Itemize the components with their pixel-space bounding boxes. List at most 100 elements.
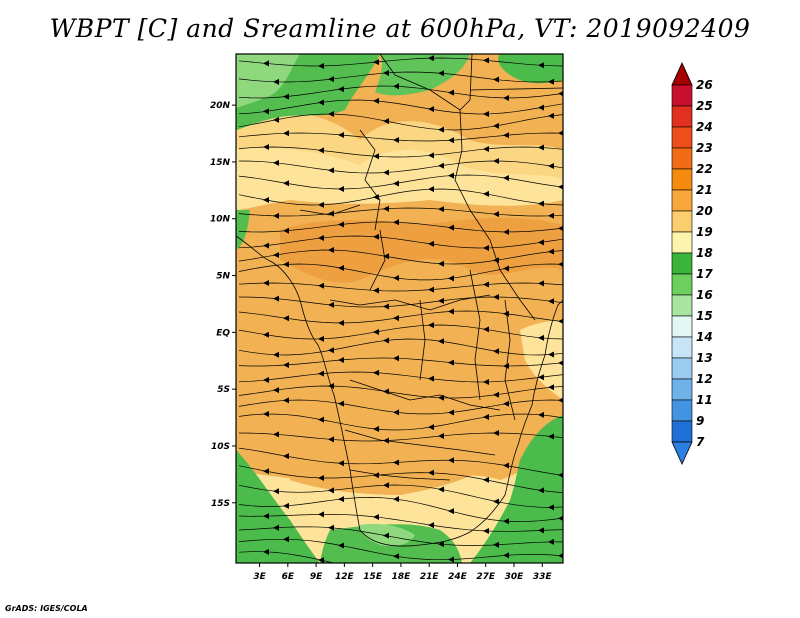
colorbar-swatch xyxy=(671,357,693,380)
streamline xyxy=(238,538,563,561)
streamline-arrow xyxy=(438,162,444,169)
streamline xyxy=(238,249,563,265)
streamline-arrow xyxy=(283,227,289,234)
streamline-arrow xyxy=(558,472,563,478)
streamline-arrow xyxy=(448,409,454,416)
streamline xyxy=(238,371,563,383)
streamline xyxy=(238,207,563,217)
streamline xyxy=(238,282,563,292)
streamline-arrow xyxy=(428,186,434,193)
field-green-northeast xyxy=(498,54,563,84)
streamline-arrow xyxy=(483,476,489,483)
streamline-arrow xyxy=(503,310,509,317)
streamline-arrow xyxy=(373,369,379,376)
colorbar-label: 22 xyxy=(696,162,713,176)
streamline-arrow xyxy=(548,538,554,545)
streamline-arrow xyxy=(393,459,399,466)
lon-tick-label: 18E xyxy=(392,572,412,582)
streamline-arrow xyxy=(483,57,489,64)
lat-tick-label: 15S xyxy=(211,499,230,509)
colorbar-bottom-arrow xyxy=(671,441,693,465)
streamline-arrow xyxy=(503,228,509,235)
field-green-southeast xyxy=(470,415,563,563)
streamline-arrow xyxy=(558,515,563,521)
chart-title: WBPT [C] and Sreamline at 600hPa, VT: 20… xyxy=(49,14,751,43)
streamline-arrow xyxy=(393,275,399,282)
colorbar-swatch xyxy=(671,252,693,275)
streamline-arrow xyxy=(558,261,563,267)
streamline-arrow xyxy=(503,265,509,272)
streamline xyxy=(238,99,563,115)
streamline-arrow xyxy=(263,108,269,115)
streamline xyxy=(238,310,563,324)
streamline-arrow xyxy=(493,211,499,218)
streamline-arrow xyxy=(538,144,544,151)
streamline-arrow xyxy=(558,360,563,366)
streamline-arrow xyxy=(273,251,279,258)
lon-tick-label: 33E xyxy=(533,572,553,582)
streamline-arrow xyxy=(548,248,554,255)
streamline xyxy=(238,71,563,83)
streamline-arrow xyxy=(283,315,289,322)
streamline-arrow xyxy=(273,431,279,438)
streamline-arrow xyxy=(538,104,544,111)
streamline-arrow xyxy=(263,144,269,151)
streamline-arrow xyxy=(483,413,489,420)
streamline-arrow xyxy=(328,111,334,118)
streamline-arrow xyxy=(373,472,379,479)
streamline-arrow xyxy=(428,522,434,529)
colorbar-label: 9 xyxy=(696,414,704,428)
colorbar-label: 26 xyxy=(696,78,713,92)
lat-tick-label: 5S xyxy=(217,385,230,395)
streamline-arrow xyxy=(383,205,389,212)
streamline xyxy=(238,399,563,415)
streamline xyxy=(238,447,563,476)
streamline-arrow xyxy=(283,130,289,137)
streamline-arrow xyxy=(428,469,434,476)
streamline-arrow xyxy=(383,70,389,77)
streamline-arrow xyxy=(438,206,444,213)
streamline-arrow xyxy=(448,172,454,179)
streamline-arrow xyxy=(448,137,454,144)
streamline-arrow xyxy=(373,97,379,104)
streamline-arrow xyxy=(383,253,389,260)
streamline-arrow xyxy=(328,76,334,83)
streamline-arrow xyxy=(438,297,444,304)
streamline-arrow xyxy=(383,532,389,539)
streamline-arrow xyxy=(558,318,563,324)
lon-tick-label: 15E xyxy=(363,572,383,582)
lon-tick-label: 24E xyxy=(448,572,468,582)
streamline-arrow xyxy=(438,126,444,133)
streamline-arrow xyxy=(558,184,563,190)
lon-tick-label: 27E xyxy=(476,572,496,582)
streamline-arrow xyxy=(263,548,269,555)
streamline-arrow xyxy=(483,378,489,385)
colorbar-label: 16 xyxy=(696,288,713,302)
streamline-arrow xyxy=(318,557,324,563)
streamline-arrow xyxy=(503,518,509,525)
streamline-arrow xyxy=(438,541,444,548)
streamline-arrow xyxy=(283,397,289,404)
streamline-arrow xyxy=(318,99,324,106)
streamline-arrow xyxy=(328,487,334,494)
streamline-arrow xyxy=(328,383,334,390)
streamline-arrow xyxy=(393,553,399,560)
streamline-arrow xyxy=(373,287,379,294)
colorbar-label: 24 xyxy=(696,120,713,134)
streamline-arrow xyxy=(283,536,289,543)
streamline-arrow xyxy=(373,59,379,66)
streamline-arrow xyxy=(558,130,563,136)
streamline-arrow xyxy=(318,416,324,423)
streamline-arrow xyxy=(493,122,499,129)
streamline-arrow xyxy=(383,169,389,176)
grads-credit: GrADS: IGES/COLA xyxy=(5,604,88,613)
streamline-arrow xyxy=(393,409,399,416)
streamline-arrow xyxy=(538,374,544,381)
lat-tick-label: 10S xyxy=(211,442,230,452)
streamline xyxy=(238,85,563,99)
lon-tick-label: 21E xyxy=(420,572,440,582)
streamline-arrow xyxy=(483,281,489,288)
streamline-arrow xyxy=(338,221,344,228)
streamline xyxy=(238,385,563,399)
